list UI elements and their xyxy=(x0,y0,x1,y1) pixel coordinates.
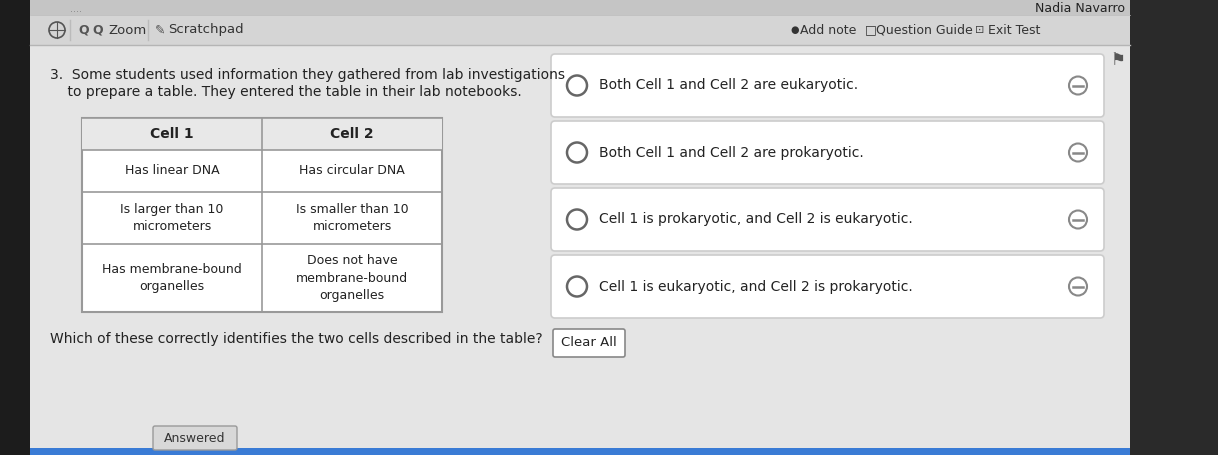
FancyBboxPatch shape xyxy=(553,329,625,357)
FancyBboxPatch shape xyxy=(551,121,1104,184)
Text: ⊡: ⊡ xyxy=(974,25,984,35)
FancyBboxPatch shape xyxy=(153,426,238,450)
FancyBboxPatch shape xyxy=(1130,0,1218,455)
FancyBboxPatch shape xyxy=(30,45,1130,455)
Text: Cell 1 is eukaryotic, and Cell 2 is prokaryotic.: Cell 1 is eukaryotic, and Cell 2 is prok… xyxy=(599,279,912,293)
Text: Answered: Answered xyxy=(164,431,225,445)
Text: Exit Test: Exit Test xyxy=(988,24,1040,36)
Text: Which of these correctly identifies the two cells described in the table?: Which of these correctly identifies the … xyxy=(50,332,543,346)
FancyBboxPatch shape xyxy=(551,188,1104,251)
FancyBboxPatch shape xyxy=(551,255,1104,318)
Text: Both Cell 1 and Cell 2 are eukaryotic.: Both Cell 1 and Cell 2 are eukaryotic. xyxy=(599,79,859,92)
Text: ....: .... xyxy=(69,4,82,14)
Text: ⚑: ⚑ xyxy=(1111,51,1125,69)
Text: 3.  Some students used information they gathered from lab investigations: 3. Some students used information they g… xyxy=(50,68,565,82)
FancyBboxPatch shape xyxy=(82,118,442,312)
Text: Cell 2: Cell 2 xyxy=(330,127,374,141)
Text: ●: ● xyxy=(790,25,799,35)
Text: Zoom: Zoom xyxy=(108,24,146,36)
Text: Cell 1 is prokaryotic, and Cell 2 is eukaryotic.: Cell 1 is prokaryotic, and Cell 2 is euk… xyxy=(599,212,912,227)
FancyBboxPatch shape xyxy=(30,0,1130,15)
Text: Question Guide: Question Guide xyxy=(876,24,973,36)
Text: Has circular DNA: Has circular DNA xyxy=(300,165,404,177)
FancyBboxPatch shape xyxy=(30,448,1130,455)
FancyBboxPatch shape xyxy=(82,118,442,150)
Text: Scratchpad: Scratchpad xyxy=(168,24,244,36)
Text: Q: Q xyxy=(78,24,89,36)
Text: Is smaller than 10
micrometers: Is smaller than 10 micrometers xyxy=(296,203,408,233)
Text: ✎: ✎ xyxy=(155,24,166,36)
Text: Nadia Navarro: Nadia Navarro xyxy=(1035,1,1125,15)
FancyBboxPatch shape xyxy=(30,15,1130,45)
Text: Clear All: Clear All xyxy=(561,337,616,349)
Text: Has linear DNA: Has linear DNA xyxy=(124,165,219,177)
Text: Does not have
membrane-bound
organelles: Does not have membrane-bound organelles xyxy=(296,254,408,302)
Text: Is larger than 10
micrometers: Is larger than 10 micrometers xyxy=(121,203,224,233)
FancyBboxPatch shape xyxy=(0,0,30,455)
Text: Cell 1: Cell 1 xyxy=(150,127,194,141)
Text: Both Cell 1 and Cell 2 are prokaryotic.: Both Cell 1 and Cell 2 are prokaryotic. xyxy=(599,146,864,160)
Text: Add note: Add note xyxy=(800,24,856,36)
Text: to prepare a table. They entered the table in their lab notebooks.: to prepare a table. They entered the tab… xyxy=(50,85,521,99)
Text: Q: Q xyxy=(93,24,102,36)
Text: Has membrane-bound
organelles: Has membrane-bound organelles xyxy=(102,263,242,293)
Text: □: □ xyxy=(865,24,877,36)
FancyBboxPatch shape xyxy=(551,54,1104,117)
